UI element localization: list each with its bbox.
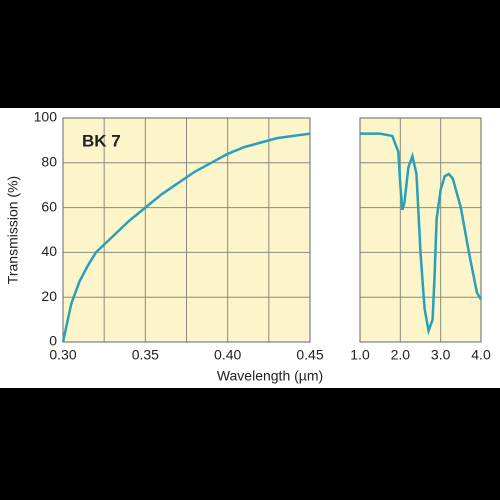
y-tick-label: 100 bbox=[34, 109, 58, 125]
line-series bbox=[360, 132, 483, 336]
x-tick-label: 4.0 bbox=[471, 347, 491, 363]
y-tick-label: 60 bbox=[41, 198, 57, 214]
x-tick-label: 2.0 bbox=[391, 347, 411, 363]
x-tick-label: 0.35 bbox=[132, 347, 159, 363]
y-tick-label: 40 bbox=[41, 243, 57, 259]
x-tick-label: 0.45 bbox=[296, 347, 323, 363]
plot-frame bbox=[359, 117, 482, 343]
y-tick-label: 20 bbox=[41, 288, 57, 304]
x-tick-label: 0.30 bbox=[49, 347, 76, 363]
plot-frame bbox=[62, 117, 311, 343]
x-axis-label: Wavelength (µm) bbox=[217, 368, 323, 384]
x-tick-label: 3.0 bbox=[431, 347, 451, 363]
y-axis-label: Transmission (%) bbox=[5, 176, 21, 284]
y-tick-label: 80 bbox=[41, 154, 57, 170]
line-series bbox=[61, 132, 311, 343]
x-tick-label: 1.0 bbox=[350, 347, 370, 363]
y-tick-label: 0 bbox=[49, 333, 57, 349]
x-tick-label: 0.40 bbox=[214, 347, 241, 363]
annotation: BK 7 bbox=[82, 131, 121, 150]
